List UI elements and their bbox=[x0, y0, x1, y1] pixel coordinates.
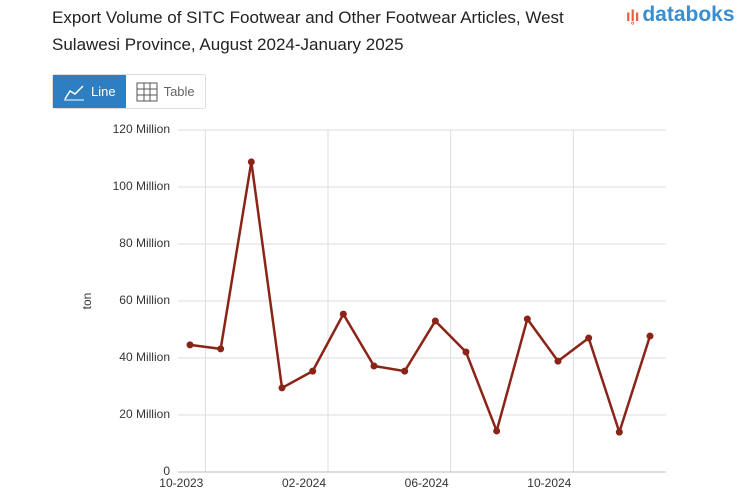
logo[interactable]: ıl̥ı databoks bbox=[626, 3, 735, 26]
data-point bbox=[186, 341, 194, 349]
table-icon bbox=[136, 82, 158, 101]
data-point bbox=[554, 357, 562, 365]
chart-title: Export Volume of SITC Footwear and Other… bbox=[52, 8, 564, 54]
data-point bbox=[401, 367, 409, 375]
table-button[interactable]: Table bbox=[126, 75, 205, 108]
x-tick-label: 02-2024 bbox=[282, 476, 326, 490]
x-tick-label: 10-2024 bbox=[527, 476, 571, 490]
data-point bbox=[646, 332, 654, 340]
data-point bbox=[309, 367, 317, 375]
y-tick-label: 40 Million bbox=[119, 350, 170, 364]
y-tick-label: 20 Million bbox=[119, 407, 170, 421]
table-button-label: Table bbox=[163, 84, 195, 99]
y-axis-label: ton bbox=[80, 293, 94, 310]
data-point bbox=[217, 345, 225, 353]
data-point bbox=[462, 348, 470, 356]
data-point bbox=[523, 315, 531, 323]
data-point bbox=[431, 317, 439, 325]
data-point bbox=[370, 362, 378, 370]
y-tick-label: 0 bbox=[163, 464, 170, 478]
data-point bbox=[615, 428, 623, 436]
line-button-label: Line bbox=[91, 84, 116, 99]
y-tick-label: 60 Million bbox=[119, 293, 170, 307]
data-point bbox=[585, 334, 593, 342]
x-tick-label: 10-2023 bbox=[159, 476, 203, 490]
data-point bbox=[247, 158, 255, 166]
line-icon bbox=[64, 84, 84, 100]
y-tick-label: 120 Million bbox=[113, 122, 170, 136]
data-point bbox=[493, 427, 501, 435]
series-line bbox=[189, 160, 652, 434]
logo-text: databoks bbox=[642, 3, 735, 26]
view-toggle: Line Table bbox=[52, 74, 206, 109]
x-tick-label: 06-2024 bbox=[405, 476, 449, 490]
y-tick-label: 100 Million bbox=[113, 179, 170, 193]
data-point bbox=[278, 384, 286, 392]
data-point bbox=[339, 310, 347, 318]
y-tick-label: 80 Million bbox=[119, 236, 170, 250]
line-button[interactable]: Line bbox=[53, 75, 126, 108]
